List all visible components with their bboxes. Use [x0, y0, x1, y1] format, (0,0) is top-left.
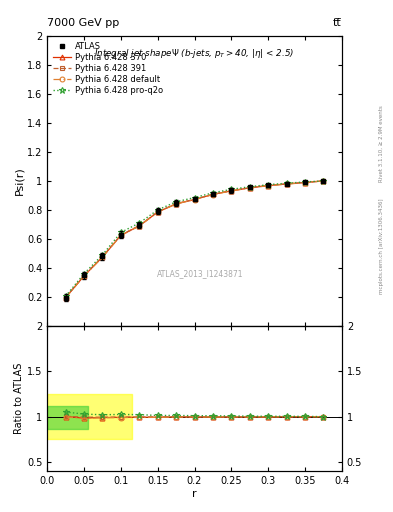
Text: ATLAS_2013_I1243871: ATLAS_2013_I1243871 [157, 269, 244, 278]
X-axis label: r: r [192, 488, 197, 499]
Text: Integral jet shape$\Psi$ (b-jets, p$_T$$>$40, $|\eta|$ < 2.5): Integral jet shape$\Psi$ (b-jets, p$_T$$… [94, 48, 295, 60]
Y-axis label: Ratio to ATLAS: Ratio to ATLAS [14, 363, 24, 434]
Text: tt̅: tt̅ [333, 18, 342, 28]
Text: 7000 GeV pp: 7000 GeV pp [47, 18, 119, 28]
Text: mcplots.cern.ch [arXiv:1306.3436]: mcplots.cern.ch [arXiv:1306.3436] [379, 198, 384, 293]
Text: Rivet 3.1.10, ≥ 2.9M events: Rivet 3.1.10, ≥ 2.9M events [379, 105, 384, 182]
Legend: ATLAS, Pythia 6.428 370, Pythia 6.428 391, Pythia 6.428 default, Pythia 6.428 pr: ATLAS, Pythia 6.428 370, Pythia 6.428 39… [51, 40, 164, 97]
Y-axis label: Psi(r): Psi(r) [14, 166, 24, 195]
